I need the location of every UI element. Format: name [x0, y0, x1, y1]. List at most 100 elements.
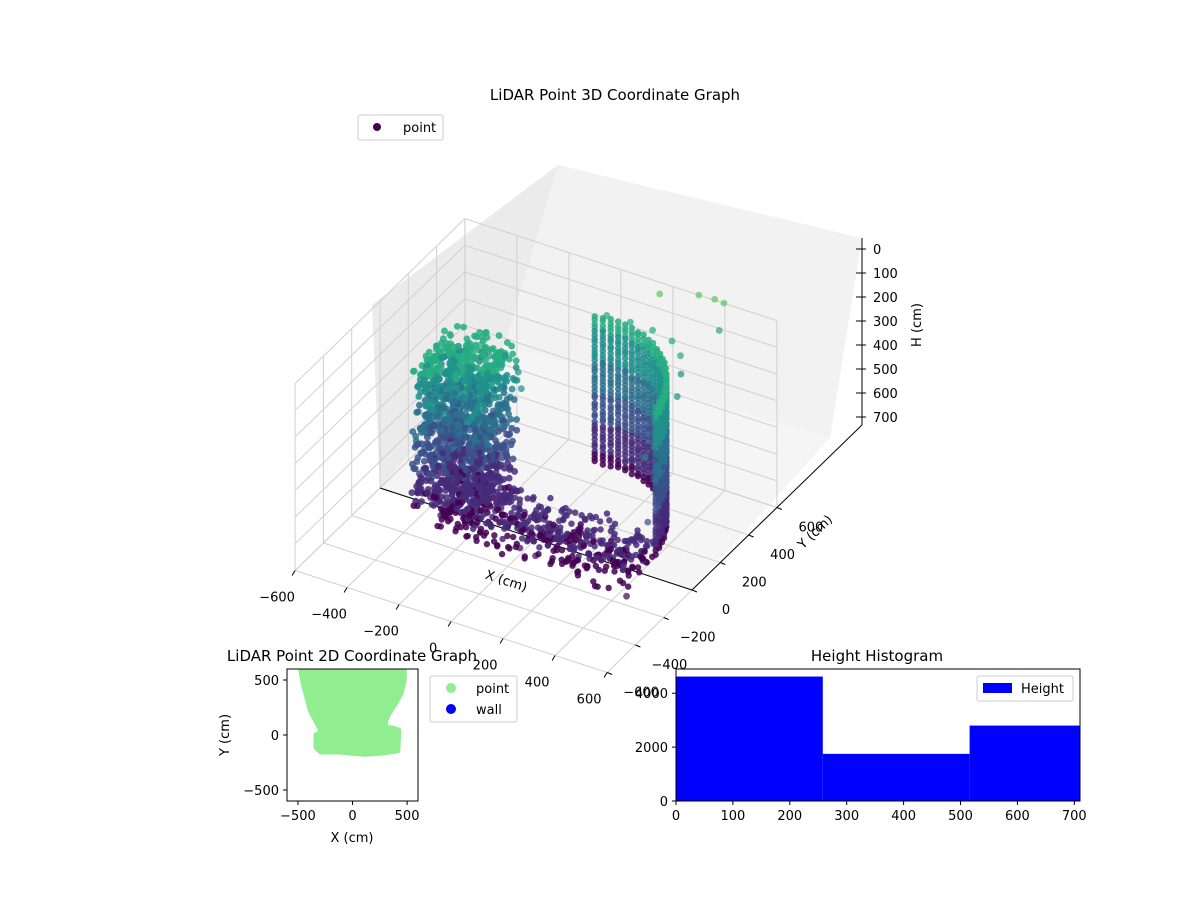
cloud-point — [504, 532, 511, 540]
cloud-point — [450, 365, 458, 372]
legend-3d-marker — [373, 123, 381, 131]
cloud-point — [621, 537, 628, 545]
pane-floor — [380, 345, 830, 590]
cloud-point — [447, 432, 455, 440]
y-tick-label: 2000 — [635, 741, 668, 756]
cloud-point — [476, 376, 484, 384]
cloud-point — [591, 368, 598, 375]
cloud-point — [506, 545, 513, 552]
data-point — [695, 291, 703, 299]
cloud-point — [476, 449, 483, 456]
cloud-point — [422, 400, 429, 408]
cloud-point — [607, 338, 614, 345]
z-tick-label: 200 — [873, 291, 898, 306]
data-point — [641, 453, 649, 461]
cloud-point — [628, 380, 636, 387]
cloud-point — [639, 555, 646, 563]
cloud-point — [472, 533, 480, 541]
cloud-point — [421, 411, 429, 419]
data-point — [656, 290, 664, 298]
cloud-point — [560, 516, 567, 524]
data-point — [502, 351, 510, 359]
histogram-bar — [969, 725, 1080, 801]
cloud-point — [442, 469, 450, 477]
x-tick-label: 0 — [672, 809, 680, 824]
cloud-point — [480, 346, 488, 354]
cloud-point — [488, 451, 496, 459]
data-point — [603, 311, 611, 319]
cloud-point — [622, 328, 629, 335]
cloud-point — [594, 554, 601, 561]
cloud-point — [614, 385, 622, 393]
cloud-point — [640, 416, 647, 424]
y-tick-label: 600 — [798, 521, 823, 536]
cloud-point — [477, 507, 485, 514]
cloud-point — [408, 489, 416, 497]
cloud-point — [482, 388, 490, 396]
cloud-point — [470, 433, 478, 441]
cloud-point — [473, 503, 481, 510]
cloud-point — [455, 353, 463, 361]
cloud-point — [435, 444, 442, 452]
cloud-point — [619, 579, 627, 587]
cloud-point — [458, 493, 466, 501]
cloud-point — [464, 385, 472, 392]
cloud-point — [624, 583, 632, 590]
cloud-point — [529, 496, 537, 503]
histogram-bars — [676, 676, 1080, 801]
cloud-point — [596, 518, 604, 525]
cloud-point — [502, 400, 510, 408]
cloud-point — [511, 504, 518, 511]
cloud-point — [418, 440, 426, 448]
cloud-point — [509, 533, 517, 541]
cloud-point — [438, 354, 446, 362]
cloud-point — [591, 443, 598, 450]
cloud-point — [430, 422, 437, 430]
cloud-point — [628, 324, 636, 332]
cloud-point — [628, 553, 636, 560]
cloud-point — [410, 465, 418, 472]
z-tick-label: 0 — [873, 243, 881, 258]
cloud-point — [507, 515, 514, 522]
cloud-point — [544, 506, 552, 514]
cloud-point — [622, 407, 629, 414]
cloud-point — [607, 397, 614, 405]
cloud-point — [482, 433, 490, 441]
cloud-point — [437, 433, 445, 441]
cloud-point — [618, 551, 625, 558]
cloud-point — [474, 364, 482, 372]
cloud-point — [614, 366, 622, 373]
y-tick — [776, 507, 783, 510]
cloud-point — [523, 538, 531, 545]
cloud-point — [464, 532, 471, 540]
histogram-frame — [675, 668, 1081, 802]
cloud-point — [574, 569, 581, 576]
data-point — [628, 455, 635, 463]
x-axis-label: X (cm) — [483, 568, 529, 596]
x-tick-label: 200 — [777, 809, 802, 824]
cloud-point — [454, 343, 462, 350]
cloud-point — [471, 353, 479, 361]
cloud-point — [450, 462, 458, 470]
chart-2d-ylabel: Y (cm) — [218, 714, 233, 757]
cloud-point — [586, 512, 594, 520]
data-point — [720, 299, 728, 307]
cloud-point — [517, 521, 524, 528]
cloud-point — [500, 389, 508, 397]
cloud-point — [622, 399, 629, 406]
cloud-point — [466, 512, 473, 519]
cloud-point — [607, 463, 614, 470]
cloud-point — [599, 456, 607, 464]
cloud-point — [453, 322, 461, 330]
cloud-point — [418, 498, 426, 505]
cloud-point — [445, 508, 452, 515]
cloud-point — [466, 391, 474, 399]
cloud-point — [549, 554, 556, 562]
cloud-point — [496, 444, 504, 452]
grid-left-h — [294, 244, 466, 411]
cloud-point — [474, 519, 481, 526]
cloud-point — [412, 441, 420, 449]
cloud-point — [494, 506, 502, 514]
cloud-point — [634, 330, 642, 338]
cloud-point — [438, 403, 446, 411]
